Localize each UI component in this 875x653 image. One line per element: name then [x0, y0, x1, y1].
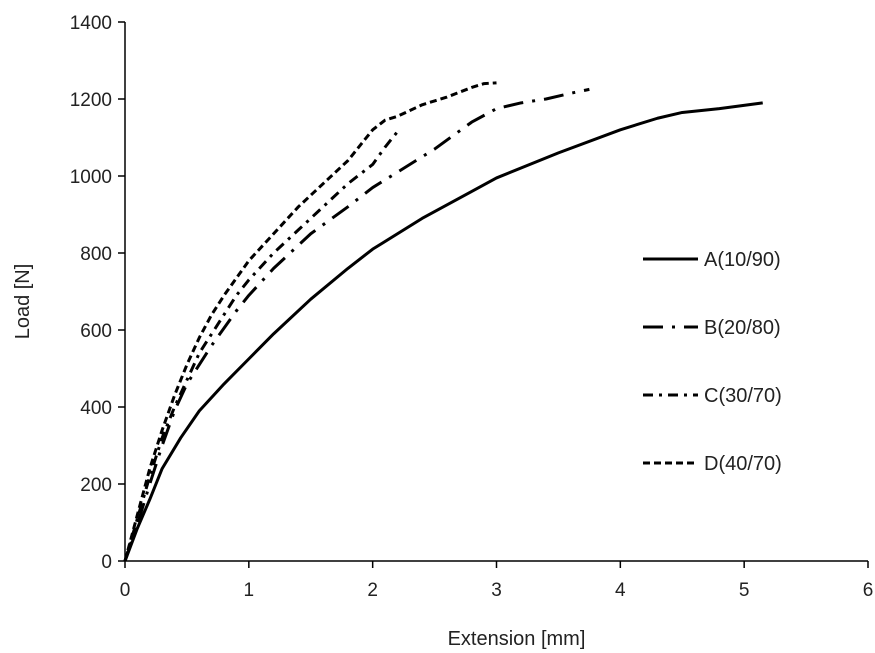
x-tick-label: 5 — [739, 580, 750, 601]
series-line-c-30-70 — [123, 130, 399, 562]
series-line-b-20-80 — [123, 87, 590, 562]
x-tick-label: 2 — [367, 580, 378, 601]
y-tick-label: 1200 — [70, 90, 112, 111]
series-lines — [123, 81, 763, 562]
x-tick-label: 4 — [615, 580, 626, 601]
series-line-a-10-90 — [123, 101, 763, 562]
y-tick-label: 800 — [80, 244, 112, 265]
y-ticks: 0 200 400 600 800 1000 1200 1400 — [70, 13, 125, 573]
x-ticks: 0 1 2 3 4 5 6 — [120, 561, 874, 601]
x-tick-label: 6 — [863, 580, 874, 601]
y-tick-label: 200 — [80, 475, 112, 496]
x-tick-label: 1 — [244, 580, 255, 601]
y-tick-label: 400 — [80, 398, 112, 419]
legend: A(10/90) B(20/80) C(30/70) D(40/70) — [643, 249, 782, 475]
y-tick-label: 1400 — [70, 13, 112, 34]
x-axis-title: Extension [mm] — [448, 628, 586, 650]
legend-label: D(40/70) — [704, 453, 782, 475]
y-tick-label: 0 — [101, 552, 112, 573]
legend-label: B(20/80) — [704, 317, 781, 339]
y-tick-label: 600 — [80, 321, 112, 342]
series-line-d-40-70 — [123, 81, 497, 562]
y-axis-title: Load [N] — [12, 264, 34, 340]
legend-label: A(10/90) — [704, 249, 781, 271]
x-tick-label: 3 — [491, 580, 502, 601]
x-tick-label: 0 — [120, 580, 131, 601]
y-tick-label: 1000 — [70, 167, 112, 188]
legend-label: C(30/70) — [704, 385, 782, 407]
